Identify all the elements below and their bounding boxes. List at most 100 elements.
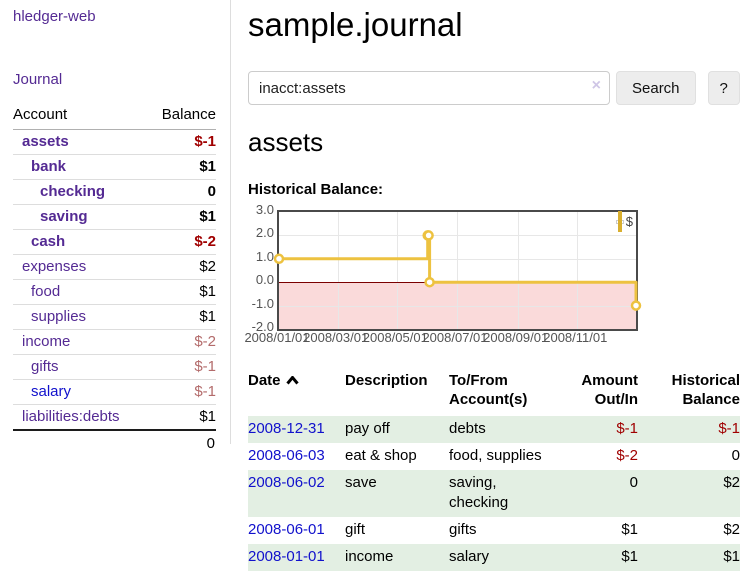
chart-title: Historical Balance:	[248, 181, 384, 198]
account-balance: 0	[207, 183, 216, 200]
chart-legend: $	[615, 210, 633, 232]
account-link[interactable]: cash	[31, 233, 66, 250]
data-point-marker	[273, 253, 285, 265]
register-col-amount-out-in[interactable]: Amount Out/In	[561, 369, 638, 416]
register-row[interactable]: 2008-06-03 eat & shop food, supplies $-2 0	[248, 443, 740, 470]
account-link[interactable]: liabilities:debts	[22, 408, 120, 425]
transaction-date-cell: 2008-12-31	[248, 416, 345, 443]
account-balance: $2	[199, 258, 216, 275]
data-point-marker	[630, 300, 642, 311]
account-row: checking 0	[13, 179, 216, 205]
transaction-description: pay off	[345, 420, 390, 437]
register-col-date[interactable]: Date	[248, 369, 345, 416]
search-button[interactable]: Search	[616, 71, 696, 105]
account-name-cell: food	[13, 280, 148, 305]
account-link[interactable]: expenses	[22, 258, 87, 275]
account-link[interactable]: saving	[40, 208, 88, 225]
account-row: expenses $2	[13, 254, 216, 280]
account-name-cell: cash	[13, 230, 148, 255]
account-name-cell: liabilities:debts	[13, 405, 148, 431]
account-name-cell: gifts	[13, 355, 148, 380]
nav-journal-link[interactable]: Journal	[13, 71, 63, 88]
transaction-balance: $1	[723, 548, 740, 565]
transaction-date-cell: 2008-06-02	[248, 470, 345, 517]
account-name-cell: salary	[13, 380, 148, 405]
search-box: ×	[248, 71, 610, 105]
register-row[interactable]: 2008-06-02 save saving, checking 0 $2	[248, 470, 740, 517]
transaction-description: gift	[345, 521, 366, 538]
data-point-marker	[424, 276, 435, 288]
accounts-total-value: 0	[147, 429, 216, 457]
account-row: salary $-1	[13, 379, 216, 405]
transaction-description: save	[345, 474, 377, 491]
account-row: cash $-2	[13, 229, 216, 255]
account-row: saving $1	[13, 204, 216, 230]
accounts-table: Account Balance assets $-1 bank $1 checking 0…	[13, 106, 216, 457]
account-row: gifts $-1	[13, 354, 216, 380]
transaction-date-link[interactable]: 2008-06-02	[248, 474, 325, 491]
x-tick-label: 2008/11/01	[543, 330, 608, 345]
transaction-balance: $2	[723, 521, 740, 538]
v-gridline	[517, 212, 519, 329]
transaction-description: income	[345, 548, 394, 565]
account-link[interactable]: supplies	[31, 308, 87, 325]
transaction-date-link[interactable]: 2008-01-01	[248, 548, 325, 565]
account-link[interactable]: salary	[31, 383, 72, 400]
account-link[interactable]: checking	[40, 183, 106, 200]
clear-search-icon[interactable]: ×	[591, 77, 601, 94]
account-row: income $-2	[13, 329, 216, 355]
transaction-date-link[interactable]: 2008-06-03	[248, 447, 325, 464]
legend-label: $	[625, 214, 633, 229]
app-title-link[interactable]: hledger-web	[13, 8, 96, 25]
transaction-accounts: gifts	[449, 521, 477, 538]
y-tick-label: -1.0	[251, 295, 274, 311]
register-col-to-from-account-s[interactable]: To/From Account(s)	[449, 369, 561, 416]
legend-swatch-box	[615, 210, 624, 232]
account-balance: $-1	[194, 358, 216, 375]
historical-balance-chart[interactable]: $3.0 2.0 1.0 0.0 -1.0 -2.0 2008/01/01 2008/03/0…	[244, 202, 742, 349]
accounts-col-balance: Balance	[161, 106, 216, 123]
account-link[interactable]: bank	[31, 158, 67, 175]
account-heading: assets	[248, 127, 324, 157]
register-row[interactable]: 2008-01-01 income salary $1 $1	[248, 544, 740, 571]
accounts-total-row: 0	[13, 429, 216, 457]
register-col-historical-balance[interactable]: Historical Balance	[638, 369, 740, 416]
main-content: sample.journal × Search ? assets Histori…	[244, 0, 742, 571]
help-button[interactable]: ?	[707, 71, 740, 105]
register-row[interactable]: 2008-12-31 pay off debts $-1 $-1	[248, 416, 740, 443]
sidebar: hledger-web Journal Account Balance asse…	[0, 0, 231, 457]
transaction-date-cell: 2008-06-01	[248, 517, 345, 544]
register-row[interactable]: 2008-06-01 gift gifts $1 $2	[248, 517, 740, 544]
transaction-date-cell: 2008-06-03	[248, 443, 345, 470]
register-col-label: Historical Balance	[671, 372, 740, 408]
y-tick-label: 2.0	[255, 225, 274, 241]
transaction-amount: 0	[629, 474, 638, 491]
account-link[interactable]: food	[31, 283, 61, 300]
transaction-balance: $2	[723, 474, 740, 491]
account-link[interactable]: assets	[22, 133, 69, 150]
account-balance: $-2	[194, 333, 216, 350]
transaction-date-link[interactable]: 2008-12-31	[248, 420, 325, 437]
transaction-amount: $1	[621, 521, 638, 538]
page-title: sample.journal	[248, 6, 463, 43]
x-tick-label: 2008/03/01	[303, 330, 369, 345]
v-gridline	[457, 212, 458, 329]
account-balance: $1	[199, 408, 216, 425]
transaction-accounts: saving, checking	[449, 474, 509, 511]
account-row: supplies $1	[13, 304, 216, 330]
account-name-cell: saving	[13, 205, 148, 230]
transaction-amount: $1	[621, 548, 638, 565]
v-gridline	[397, 212, 399, 329]
chart-plot-area[interactable]: $	[273, 210, 642, 331]
transaction-date-link[interactable]: 2008-06-01	[248, 521, 325, 538]
y-tick-label: 0.0	[255, 272, 274, 288]
search-input[interactable]	[248, 71, 610, 105]
account-link[interactable]: income	[22, 333, 71, 350]
register-col-description[interactable]: Description	[345, 369, 449, 416]
transaction-balance: $-1	[718, 420, 740, 437]
account-row: bank $1	[13, 154, 216, 180]
transaction-description: eat & shop	[345, 447, 417, 464]
account-name-cell: checking	[13, 180, 148, 205]
account-link[interactable]: gifts	[31, 358, 59, 375]
